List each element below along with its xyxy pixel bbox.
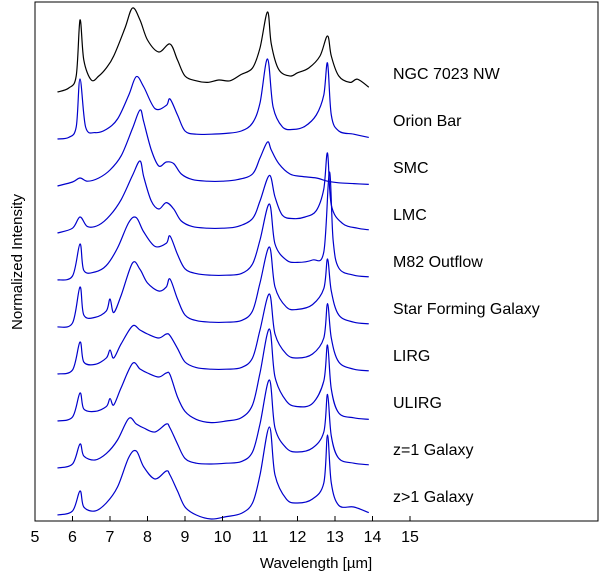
plot-frame	[34, 1, 599, 522]
x-tick-label: 7	[106, 529, 115, 546]
series-line-1	[57, 7, 370, 93]
series-line-2	[57, 58, 369, 140]
x-axis-ticks: 5 6 7 8 9 10 11 12 13 14 15	[31, 516, 419, 546]
series-label: Star Forming Galaxy	[393, 301, 540, 318]
series-label: z>1 Galaxy	[393, 489, 473, 506]
x-axis-label: Wavelength [µm]	[260, 555, 372, 572]
series-line-10	[57, 426, 370, 520]
x-tick-label: 6	[68, 529, 77, 546]
series-label: LIRG	[393, 348, 430, 365]
series-label-layer: NGC 7023 NW Orion Bar SMC LMC M82 Outflow Sta…	[393, 66, 540, 506]
x-tick-label: 14	[364, 529, 382, 546]
x-tick-label: 10	[214, 529, 232, 546]
series-line-5	[57, 171, 369, 281]
x-tick-label: 9	[181, 529, 190, 546]
series-label: M82 Outflow	[393, 254, 483, 271]
series-label: NGC 7023 NW	[393, 66, 501, 83]
series-label: z=1 Galaxy	[393, 442, 473, 459]
x-tick-label: 13	[326, 529, 344, 546]
series-label: SMC	[393, 160, 429, 177]
series-line-3	[57, 109, 369, 187]
y-axis-label: Normalized Intensity	[9, 194, 26, 330]
x-tick-label: 5	[31, 529, 40, 546]
x-tick-label: 8	[143, 529, 152, 546]
series-layer	[57, 7, 370, 520]
series-line-8	[57, 328, 369, 424]
x-tick-label: 11	[252, 529, 269, 546]
series-label: LMC	[393, 207, 427, 224]
series-line-4	[57, 152, 369, 234]
x-tick-label: 12	[289, 529, 307, 546]
x-tick-label: 15	[401, 529, 419, 546]
series-line-9	[57, 379, 369, 469]
series-label: Orion Bar	[393, 113, 462, 130]
series-line-7	[57, 293, 369, 375]
series-line-6	[57, 246, 369, 328]
series-label: ULIRG	[393, 395, 442, 412]
